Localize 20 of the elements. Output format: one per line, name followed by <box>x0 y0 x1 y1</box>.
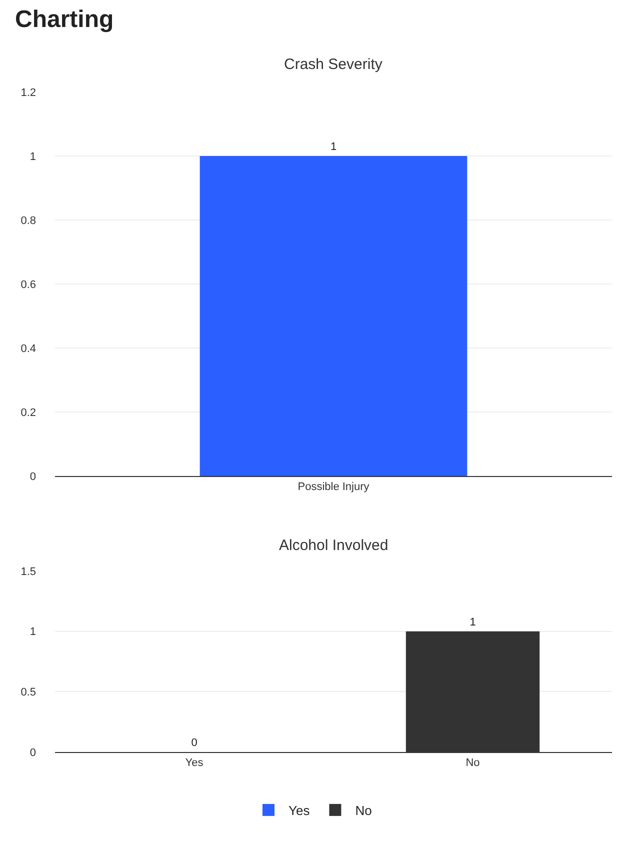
data-label: 0 <box>191 737 198 749</box>
y-tick-label: 0.8 <box>20 214 36 227</box>
legend-label: Yes <box>288 803 310 818</box>
chart-title: Alcohol Involved <box>279 537 388 554</box>
legend-label: No <box>355 803 372 818</box>
y-tick-label: 0.4 <box>20 342 36 355</box>
y-tick-label: 1.2 <box>20 86 36 99</box>
data-label: 1 <box>470 616 476 628</box>
y-tick-label: 0.2 <box>20 406 36 419</box>
y-tick-label: 0 <box>30 746 36 759</box>
y-tick-label: 0 <box>30 470 36 483</box>
y-tick-label: 1.5 <box>20 566 36 578</box>
text: Charting <box>15 6 114 33</box>
y-tick-label: 1 <box>30 626 36 638</box>
data-label: 1 <box>330 141 337 153</box>
chart-title: Crash Severity <box>284 56 383 73</box>
x-tick-label: Possible Injury <box>298 481 370 494</box>
y-tick-label: 1 <box>30 150 36 163</box>
y-tick-label: 0.6 <box>20 278 36 291</box>
y-tick-label: 0.5 <box>20 686 36 699</box>
